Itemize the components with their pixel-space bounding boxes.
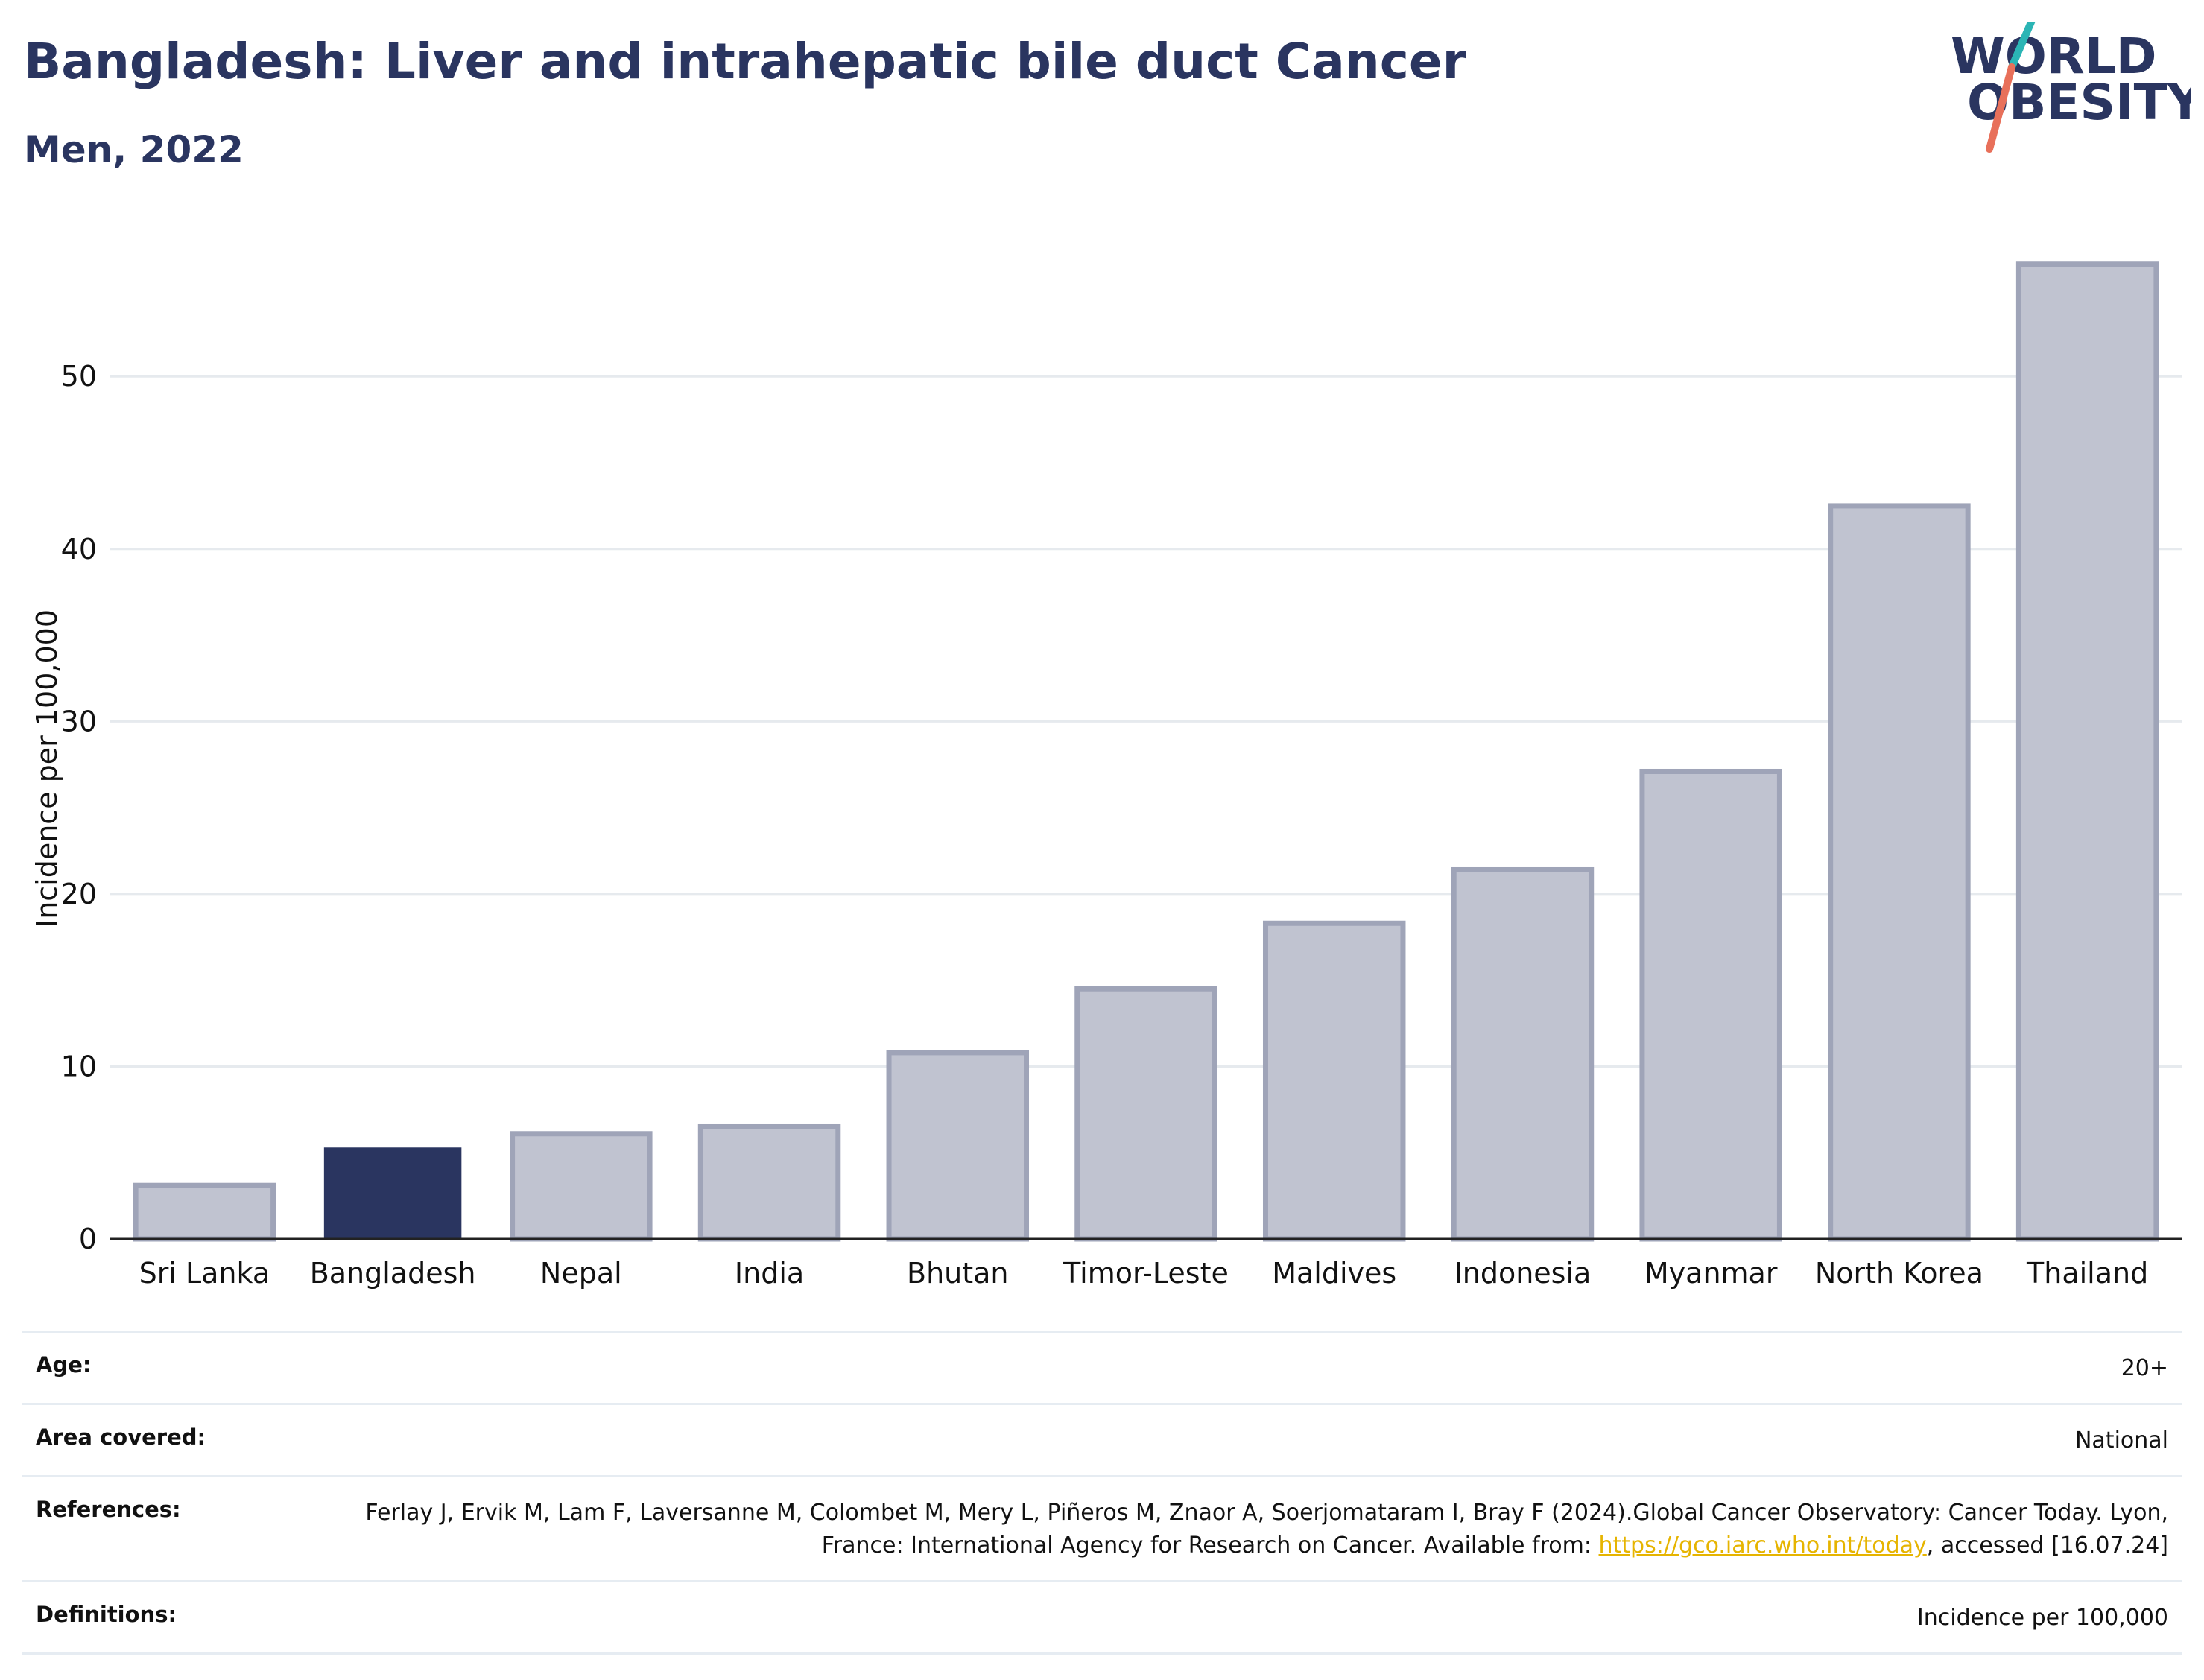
bar-chart: Sri Lanka Bangladesh Nepal India Bhutan Timor… (31, 261, 2182, 1290)
bar-timor-leste (1074, 986, 1217, 1242)
bar-nepal (510, 1131, 653, 1242)
bar-bhutan (886, 1050, 1030, 1242)
y-tick-label: 20 (61, 878, 97, 910)
definitions-value: Incidence per 100,000 (1916, 1605, 2168, 1631)
bars (133, 261, 2159, 1242)
age-label: Age: (36, 1352, 92, 1378)
bar-india (697, 1123, 841, 1242)
x-tick-label: Nepal (540, 1257, 622, 1290)
x-tick-label: Bangladesh (310, 1257, 476, 1290)
y-tick-label: 40 (61, 533, 97, 565)
references-label: References: (36, 1497, 181, 1522)
x-tick-label: India (735, 1257, 804, 1290)
references-link[interactable]: https://gco.iarc.who.int/today (1598, 1532, 1927, 1559)
meta-row-references: References: Ferlay J, Ervik M, Lam F, La… (22, 1475, 2182, 1580)
bar-sri-lanka (133, 1182, 276, 1242)
definitions-label: Definitions: (36, 1602, 177, 1627)
x-tick-label: Indonesia (1454, 1257, 1592, 1290)
x-tick-label: Timor-Leste (1063, 1257, 1229, 1290)
metadata-table: Age: 20+ Area covered: National Referenc… (22, 1331, 2182, 1655)
bar-indonesia (1451, 866, 1595, 1242)
bar-maldives (1262, 920, 1406, 1242)
x-tick-label: North Korea (1815, 1257, 1983, 1290)
chart-subtitle: Men, 2022 (24, 128, 244, 171)
y-tick-labels: 0 10 20 30 40 50 (61, 360, 97, 1255)
y-axis-label: Incidence per 100,000 (31, 609, 63, 928)
x-tick-label: Thailand (2026, 1257, 2148, 1290)
logo-slash-bottom (1986, 63, 2015, 153)
x-tick-label: Sri Lanka (139, 1257, 270, 1290)
references-accessed: , accessed [16.07.24] (1926, 1532, 2168, 1559)
x-tick-label: Bhutan (907, 1257, 1009, 1290)
age-value: 20+ (2121, 1355, 2168, 1381)
meta-row-definitions: Definitions: Incidence per 100,000 (22, 1580, 2182, 1655)
bar-north-korea (1828, 503, 1971, 1242)
x-tick-label: Maldives (1272, 1257, 1396, 1290)
logo-slash-top (2008, 22, 2036, 71)
bar-myanmar (1639, 768, 1782, 1242)
y-tick-label: 50 (61, 360, 97, 393)
x-tick-labels: Sri Lanka Bangladesh Nepal India Bhutan Timor… (139, 1257, 2149, 1290)
meta-row-area: Area covered: National (22, 1403, 2182, 1475)
chart-title: Bangladesh: Liver and intrahepatic bile … (24, 33, 1467, 90)
logo-line-world: WORLD (1951, 28, 2157, 85)
bar-thailand (2015, 261, 2159, 1242)
y-tick-label: 10 (61, 1050, 97, 1083)
world-obesity-logo: WORLD OBESITY (1951, 22, 2191, 153)
area-label: Area covered: (36, 1424, 206, 1450)
x-tick-label: Myanmar (1644, 1257, 1778, 1290)
references-value: Ferlay J, Ervik M, Lam F, Laversanne M, … (365, 1497, 2168, 1562)
bar-bangladesh (323, 1147, 462, 1239)
area-value: National (2074, 1427, 2168, 1454)
y-tick-label: 0 (79, 1223, 97, 1255)
y-tick-label: 30 (61, 705, 97, 738)
meta-row-age: Age: 20+ (22, 1331, 2182, 1403)
references-text: Ferlay J, Ervik M, Lam F, Laversanne M, … (365, 1500, 2168, 1559)
